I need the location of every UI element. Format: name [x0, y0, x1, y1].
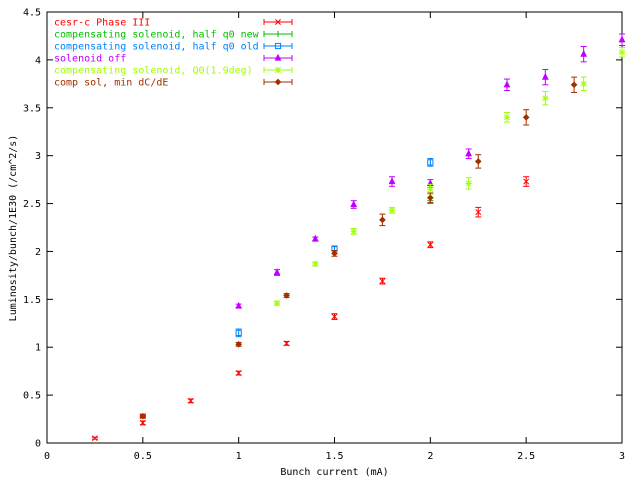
legend-label: compensating solenoid, Q0(1.9deg)	[54, 66, 253, 77]
data-point	[388, 177, 396, 185]
x-axis-label: Bunch current (mA)	[280, 467, 388, 478]
data-point	[273, 300, 281, 307]
legend-label: cesr-c Phase III	[54, 18, 150, 29]
data-point	[283, 340, 290, 347]
data-point	[139, 419, 146, 426]
data-point	[618, 35, 626, 43]
data-series	[91, 33, 626, 442]
legend-marker	[274, 78, 282, 86]
y-tick-label: 1.5	[23, 295, 41, 306]
data-point	[235, 370, 242, 377]
data-point	[235, 329, 242, 336]
legend-label: solenoid off	[54, 54, 126, 65]
data-point	[503, 114, 511, 121]
data-point	[273, 268, 281, 276]
legend-label: comp sol, min dC/dE	[54, 78, 168, 89]
data-point	[465, 180, 472, 187]
data-point	[541, 72, 549, 80]
data-point	[283, 292, 290, 299]
data-point	[427, 241, 434, 248]
series-1	[91, 176, 530, 442]
data-point	[618, 49, 626, 56]
y-tick-labels: 0 0.5 1 1.5 2 2.5 3 3.5 4 4.5	[23, 8, 41, 450]
data-point	[350, 200, 358, 208]
data-point	[474, 158, 482, 165]
data-point	[542, 95, 549, 102]
x-tick-label: 0.5	[134, 451, 152, 462]
legend-marker	[274, 30, 282, 38]
data-point	[523, 178, 530, 185]
data-point	[139, 412, 147, 420]
data-point	[580, 80, 587, 87]
data-point	[91, 435, 98, 442]
legend-marker	[274, 66, 282, 74]
y-tick-label: 2	[35, 247, 41, 258]
data-point	[388, 207, 396, 214]
legend-label: compensating solenoid, half q0 old	[54, 42, 259, 53]
data-point	[465, 149, 473, 157]
data-point	[379, 278, 386, 285]
y-axis-label: Luminosity/bunch/1E30 (/cm^2/s)	[8, 135, 19, 322]
x-tick-label: 2	[427, 451, 433, 462]
y-tick-label: 0	[35, 439, 41, 450]
data-point	[379, 216, 386, 224]
x-tick-labels: 0 0.5 1 1.5 2 2.5 3	[44, 451, 625, 462]
data-point	[235, 301, 243, 309]
data-point	[331, 313, 338, 320]
data-point	[427, 186, 434, 193]
data-point	[187, 397, 194, 404]
legend-marker	[274, 53, 282, 61]
series-4	[235, 33, 626, 309]
data-point	[331, 250, 338, 257]
x-tick-label: 0	[44, 451, 50, 462]
y-tick-label: 4	[35, 55, 41, 66]
legend-swatch	[263, 43, 293, 49]
data-point	[427, 159, 434, 166]
data-point	[580, 49, 588, 57]
x-tick-label: 2.5	[517, 451, 535, 462]
data-point	[570, 81, 578, 89]
axis-ticks	[46, 11, 623, 444]
y-tick-label: 3	[35, 151, 41, 162]
data-point	[312, 260, 319, 267]
data-point	[522, 114, 530, 121]
series-3	[235, 158, 434, 338]
data-point	[427, 194, 434, 202]
data-point	[235, 341, 242, 348]
legend-label: compensating solenoid, half q0 new	[54, 30, 260, 41]
legend-marker	[275, 19, 281, 25]
data-point	[311, 234, 319, 242]
y-tick-label: 3.5	[23, 103, 41, 114]
data-point	[350, 228, 357, 235]
series-6	[139, 76, 578, 420]
data-point	[475, 209, 482, 216]
x-tick-label: 1	[236, 451, 242, 462]
x-tick-label: 1.5	[325, 451, 343, 462]
y-tick-label: 4.5	[23, 8, 41, 19]
x-tick-label: 3	[619, 451, 625, 462]
y-tick-label: 2.5	[23, 199, 41, 210]
y-tick-label: 1	[35, 343, 41, 354]
legend-marker	[274, 42, 282, 50]
y-tick-label: 0.5	[23, 391, 41, 402]
data-point	[503, 80, 511, 88]
